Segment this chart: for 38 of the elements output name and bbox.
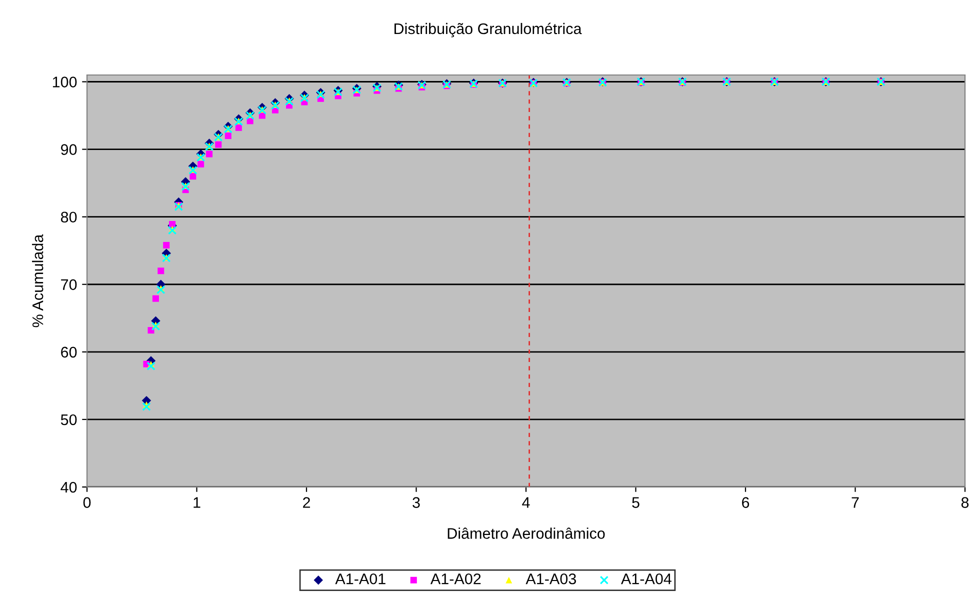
x-tick-label: 2	[303, 497, 310, 508]
x-tick-label: 4	[522, 497, 530, 508]
point	[156, 285, 166, 294]
legend-label: A1-A03	[526, 573, 576, 584]
y-tick-label: 100	[52, 76, 77, 88]
point	[152, 295, 159, 302]
point	[215, 141, 222, 148]
y-tick-label: 40	[60, 482, 77, 493]
point	[163, 242, 170, 248]
point	[174, 202, 184, 212]
chart-title: Distribuição Granulométrica	[394, 22, 582, 38]
y-tick-label: 80	[60, 212, 77, 223]
x-tick-label: 0	[83, 497, 91, 508]
point	[198, 160, 204, 168]
point	[158, 268, 164, 274]
y-tick-label: 70	[61, 279, 77, 290]
point	[168, 226, 177, 235]
point	[142, 402, 151, 411]
x-tick-label: 6	[742, 497, 750, 508]
point	[146, 362, 156, 370]
x-tick-label: 5	[632, 497, 640, 508]
point	[151, 322, 160, 331]
point	[190, 173, 196, 180]
point	[224, 132, 232, 140]
legend-label: A1-A01	[335, 573, 386, 584]
x-axis-title: Diâmetro Aerodinâmico	[448, 528, 605, 539]
x-tick-label: 8	[961, 497, 969, 508]
y-tick-label: 60	[61, 346, 77, 358]
x-tick-label: 1	[194, 497, 200, 508]
point	[235, 124, 242, 131]
legend-label: A1-A02	[430, 573, 481, 584]
y-axis-title: % Acumulada	[32, 234, 44, 328]
y-tick-label: 90	[61, 144, 77, 155]
x-tick-label: 7	[852, 497, 859, 508]
x-tick-label: 3	[412, 497, 420, 508]
y-tick-label: 50	[60, 414, 77, 426]
legend-label: A1-A04	[620, 573, 672, 584]
point	[206, 150, 213, 158]
